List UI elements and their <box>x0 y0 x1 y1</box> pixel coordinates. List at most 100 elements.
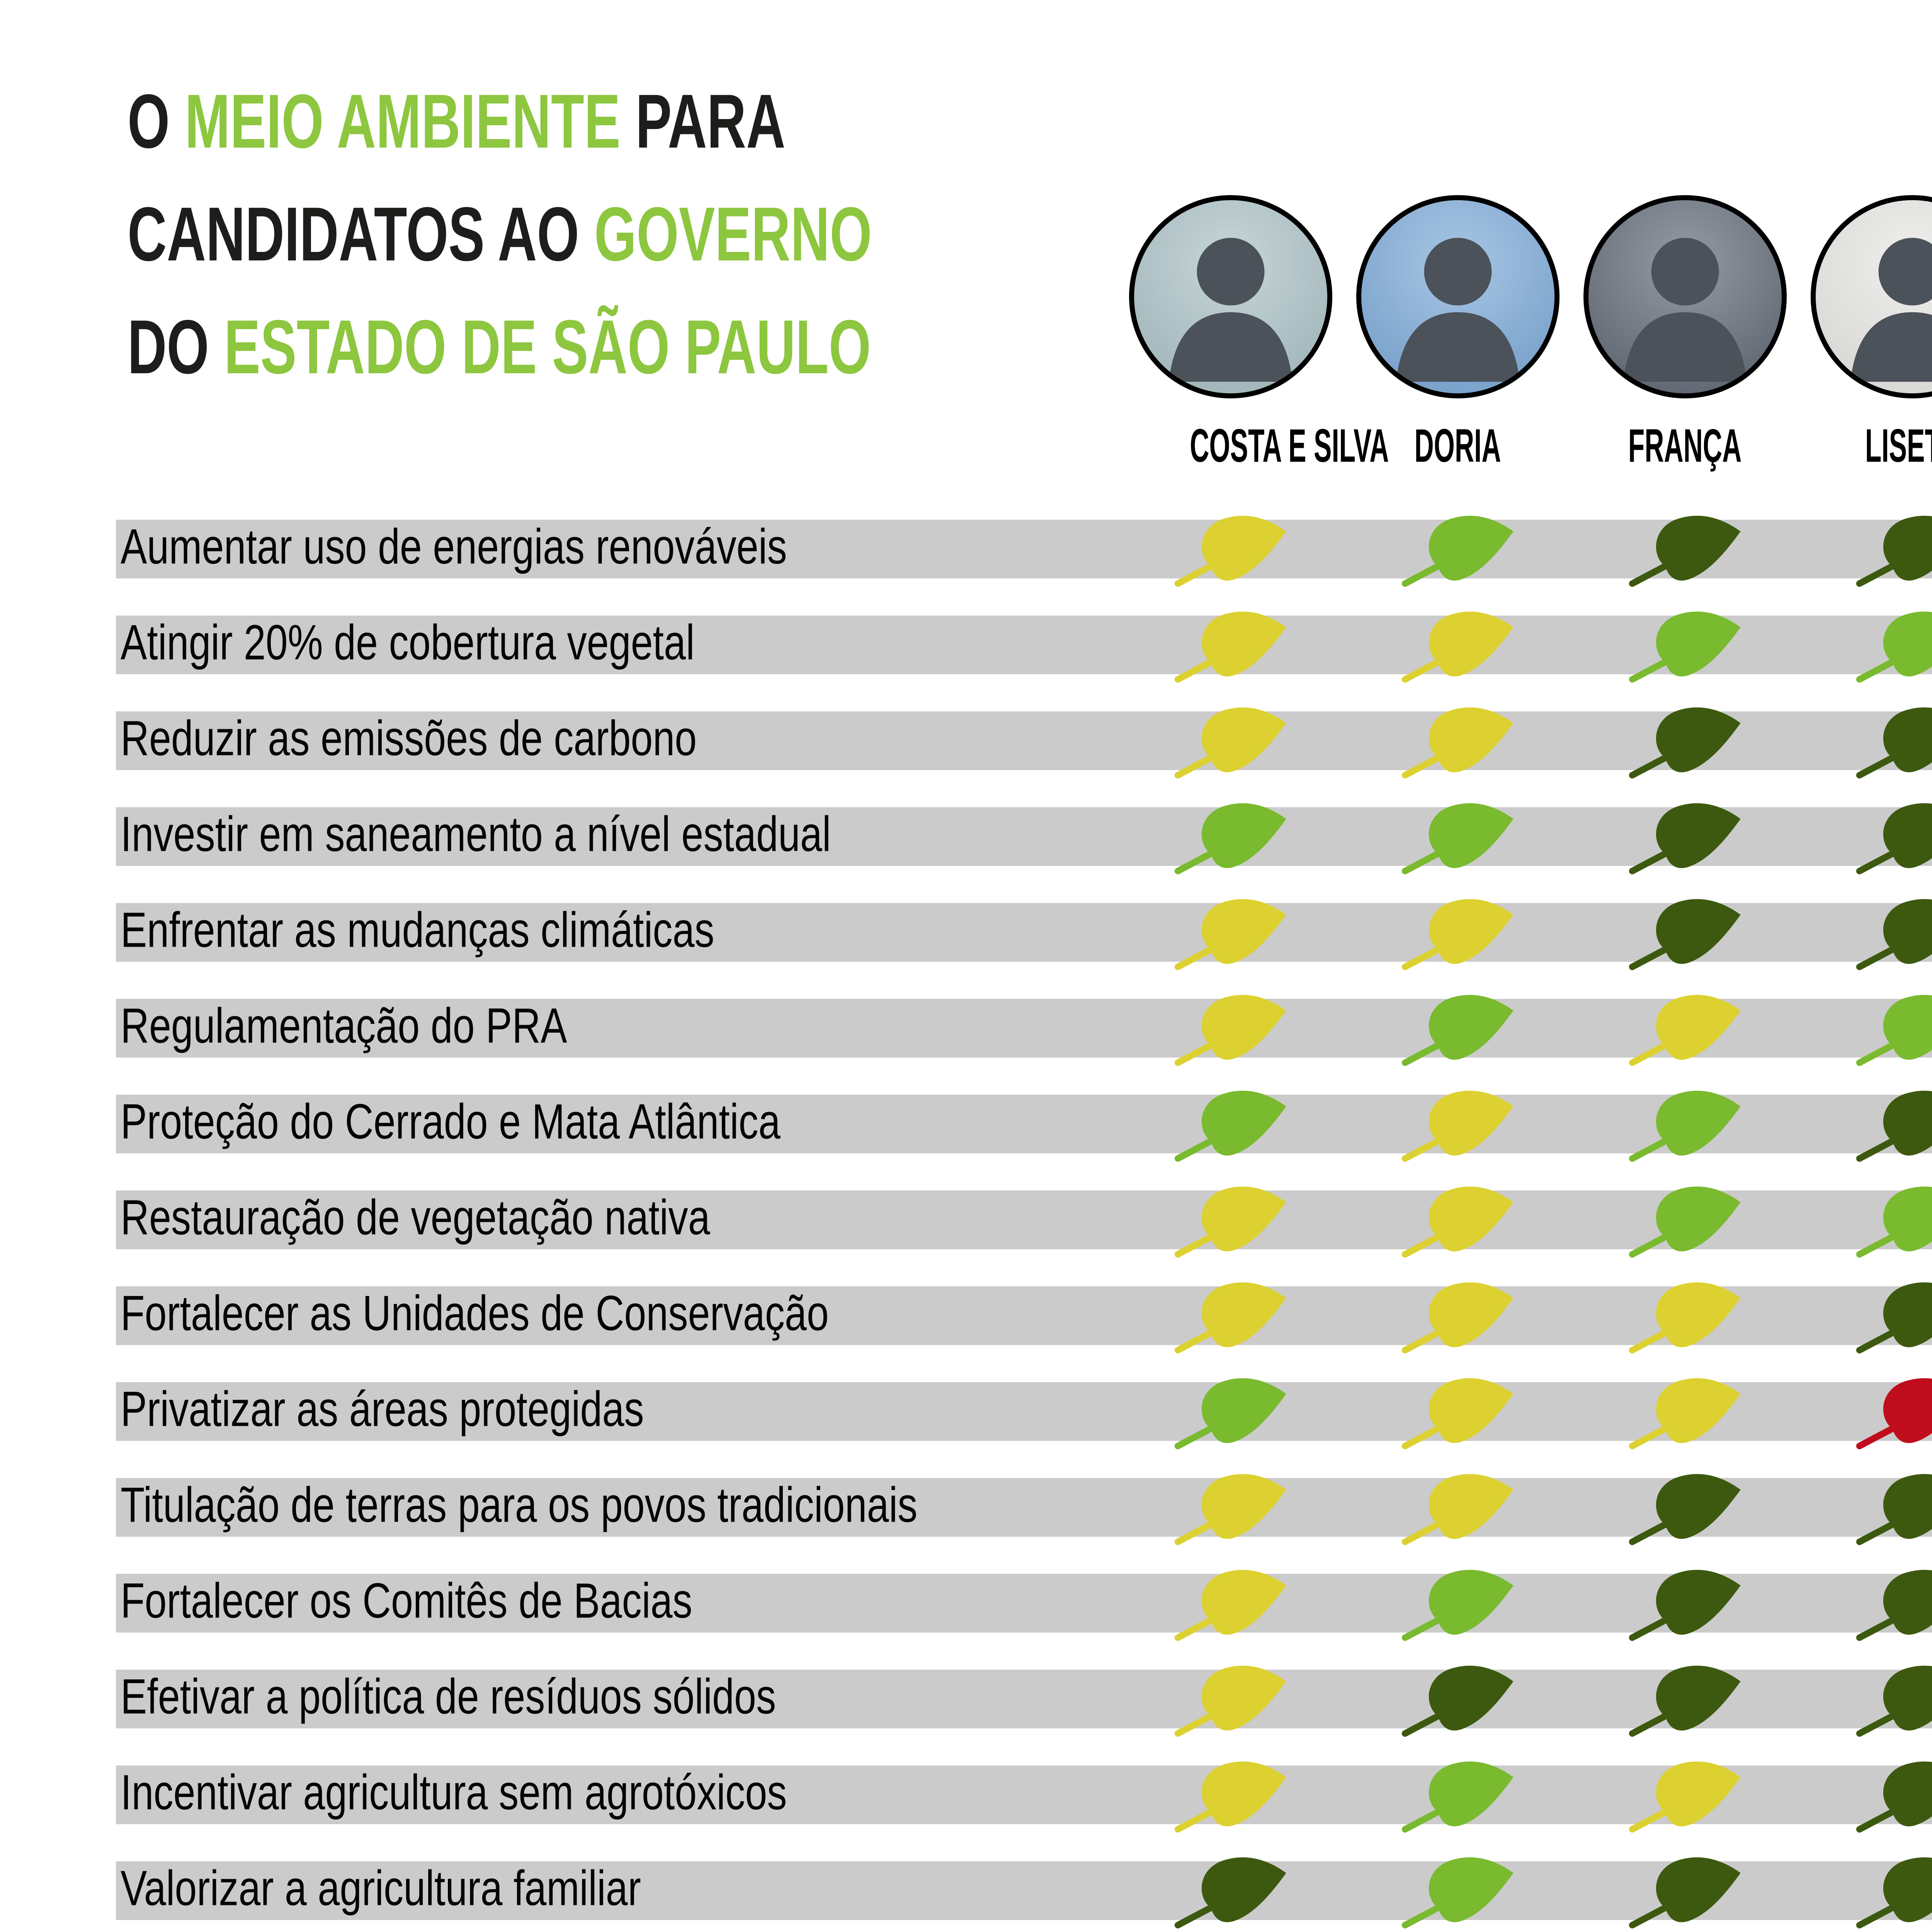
leaf-icon-imparcial <box>1624 1274 1746 1357</box>
leaf-icon-comprometido <box>1624 795 1746 878</box>
table-row: Regulamentação do PRA <box>116 999 1932 1058</box>
leaf-icon-favoravel <box>1624 1178 1746 1261</box>
leaf-icon-imparcial <box>1170 507 1291 590</box>
table-row: Privatizar as áreas protegidas <box>116 1382 1932 1441</box>
leaf-icon-favoravel <box>1624 603 1746 686</box>
table-row: Incentivar agricultura sem agrotóxicos <box>116 1765 1932 1824</box>
leaf-icon-imparcial <box>1170 603 1291 686</box>
table-row: Valorizar a agricultura familiar <box>116 1861 1932 1920</box>
table-row: Restauração de vegetação nativa <box>116 1190 1932 1249</box>
leaf-icon-comprometido <box>1851 1082 1932 1165</box>
candidate-name: COSTA E SILVA <box>1190 419 1389 472</box>
row-label: Investir em saneamento a nível estadual <box>121 806 831 862</box>
candidate-name: DORIA <box>1414 419 1502 472</box>
table-row: Titulação de terras para os povos tradic… <box>116 1478 1932 1537</box>
table-row: Fortalecer os Comitês de Bacias <box>116 1574 1932 1633</box>
candidate-photo <box>1583 195 1787 398</box>
leaf-icon-imparcial <box>1397 699 1519 782</box>
leaf-icon-imparcial <box>1397 603 1519 686</box>
candidate-photo <box>1811 195 1932 398</box>
row-label: Regulamentação do PRA <box>121 998 567 1054</box>
leaf-icon-imparcial <box>1624 1753 1746 1836</box>
row-label: Proteção do Cerrado e Mata Atlântica <box>121 1094 781 1150</box>
leaf-icon-favoravel <box>1851 986 1932 1070</box>
leaf-icon-comprometido <box>1851 1274 1932 1357</box>
leaf-icon-comprometido <box>1851 1849 1932 1932</box>
leaf-icon-comprometido <box>1851 1657 1932 1740</box>
leaf-icon-imparcial <box>1170 891 1291 974</box>
row-label: Enfrentar as mudanças climáticas <box>121 902 714 958</box>
leaf-icon-comprometido <box>1851 891 1932 974</box>
leaf-icon-imparcial <box>1170 1274 1291 1357</box>
leaf-icon-imparcial <box>1397 1178 1519 1261</box>
leaf-icon-comprometido <box>1624 1466 1746 1549</box>
leaf-icon-comprometido <box>1851 1561 1932 1645</box>
leaf-icon-comprometido <box>1851 507 1932 590</box>
leaf-icon-favoravel <box>1397 1753 1519 1836</box>
leaf-icon-comprometido <box>1624 891 1746 974</box>
leaf-icon-favoravel <box>1624 1082 1746 1165</box>
candidate-photo <box>1129 195 1332 398</box>
leaf-icon-imparcial <box>1397 1466 1519 1549</box>
title-line-2: CANDIDATOS AO GOVERNO <box>128 191 872 277</box>
leaf-icon-comprometido <box>1624 507 1746 590</box>
leaf-icon-favoravel <box>1170 1370 1291 1453</box>
row-label: Atingir 20% de cobertura vegetal <box>121 615 695 670</box>
leaf-icon-imparcial <box>1170 986 1291 1070</box>
candidate-photo <box>1356 195 1560 398</box>
leaf-icon-favoravel <box>1397 795 1519 878</box>
person-silhouette-icon <box>1396 238 1520 382</box>
row-label: Incentivar agricultura sem agrotóxicos <box>121 1765 787 1820</box>
candidate-column: LISETE <box>1796 195 1932 473</box>
table-row: Atingir 20% de cobertura vegetal <box>116 616 1932 674</box>
leaf-icon-imparcial <box>1397 1274 1519 1357</box>
leaf-icon-comprometido <box>1397 1657 1519 1740</box>
table-row: Enfrentar as mudanças climáticas <box>116 903 1932 962</box>
table-row: Fortalecer as Unidades de Conservação <box>116 1286 1932 1345</box>
table-row: Efetivar a política de resíduos sólidos <box>116 1670 1932 1728</box>
row-label: Aumentar uso de energias renováveis <box>121 519 787 575</box>
leaf-icon-favoravel <box>1397 1561 1519 1645</box>
row-label: Efetivar a política de resíduos sólidos <box>121 1669 776 1725</box>
leaf-icon-imparcial <box>1170 1178 1291 1261</box>
person-silhouette-icon <box>1850 238 1932 382</box>
leaf-icon-imparcial <box>1170 1561 1291 1645</box>
candidate-column: DORIA <box>1342 195 1574 473</box>
row-label: Privatizar as áreas protegidas <box>121 1381 644 1437</box>
leaf-icon-comprometido <box>1624 1849 1746 1932</box>
table-row: Aumentar uso de energias renováveis <box>116 520 1932 578</box>
page-title: O MEIO AMBIENTE PARA CANDIDATOS AO GOVER… <box>128 65 1176 403</box>
person-silhouette-icon <box>1623 238 1747 382</box>
title-line-3: DO ESTADO DE SÃO PAULO <box>128 304 871 389</box>
leaf-icon-comprometido <box>1851 795 1932 878</box>
leaf-icon-favoravel <box>1170 1082 1291 1165</box>
table-row: Investir em saneamento a nível estadual <box>116 807 1932 866</box>
leaf-icon-comprometido <box>1624 699 1746 782</box>
leaf-icon-favoravel <box>1851 1178 1932 1261</box>
leaf-icon-imparcial <box>1170 1753 1291 1836</box>
person-silhouette-icon <box>1169 238 1293 382</box>
candidate-column: COSTA E SILVA <box>1115 195 1389 473</box>
row-label: Fortalecer as Unidades de Conservação <box>121 1286 829 1341</box>
leaf-icon-favoravel <box>1397 986 1519 1070</box>
leaf-icon-favoravel <box>1851 603 1932 686</box>
row-label: Valorizar a agricultura familiar <box>121 1861 641 1916</box>
leaf-icon-imparcial <box>1170 1466 1291 1549</box>
leaf-icon-favoravel <box>1397 507 1519 590</box>
leaf-icon-favoravel <box>1397 1849 1519 1932</box>
candidate-name: LISETE <box>1865 419 1932 472</box>
leaf-icon-comprometido <box>1851 1466 1932 1549</box>
row-label: Reduzir as emissões de carbono <box>121 711 697 766</box>
leaf-icon-imparcial <box>1624 1370 1746 1453</box>
candidate-name: FRANÇA <box>1628 419 1742 472</box>
table-row: Proteção do Cerrado e Mata Atlântica <box>116 1095 1932 1153</box>
table-row: Reduzir as emissões de carbono <box>116 711 1932 770</box>
row-label: Titulação de terras para os povos tradic… <box>121 1477 918 1533</box>
leaf-icon-imparcial <box>1170 1657 1291 1740</box>
leaf-icon-favoravel <box>1170 795 1291 878</box>
leaf-icon-comprometido <box>1851 699 1932 782</box>
leaf-icon-comprometido <box>1851 1753 1932 1836</box>
leaf-icon-comprometido <box>1624 1657 1746 1740</box>
leaf-icon-imparcial <box>1397 1082 1519 1165</box>
